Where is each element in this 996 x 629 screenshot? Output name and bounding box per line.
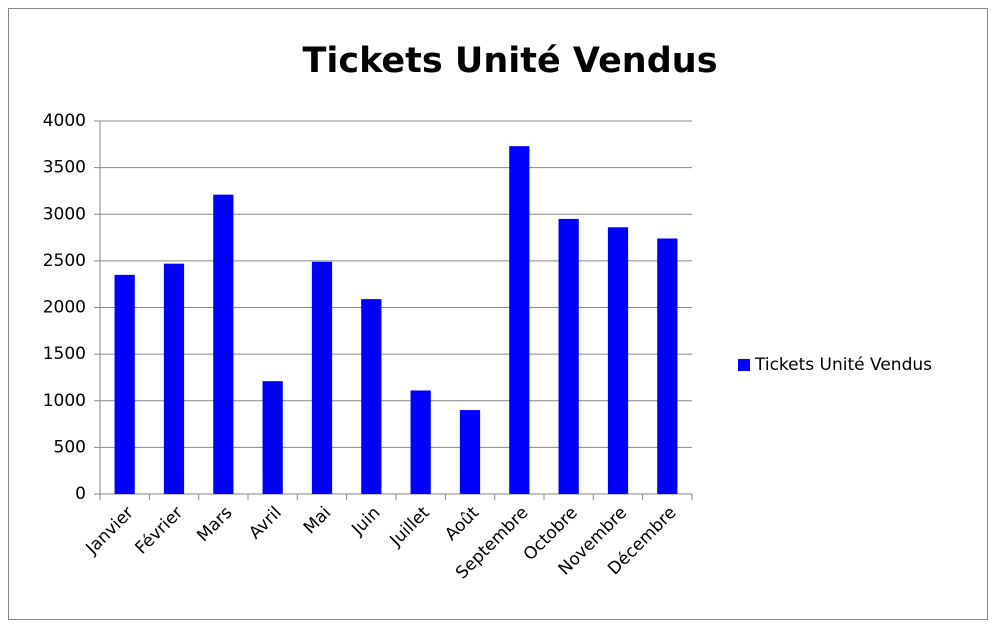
y-tick-label: 0 [75, 484, 86, 504]
y-tick-label: 4000 [43, 111, 86, 131]
y-tick-label: 1000 [43, 391, 86, 411]
legend-label: Tickets Unité Vendus [754, 355, 932, 375]
bar [114, 274, 135, 494]
bar [311, 261, 333, 494]
legend-swatch [738, 359, 750, 371]
y-tick-label: 3500 [43, 158, 86, 178]
y-tick-label: 1500 [43, 344, 86, 364]
bar [262, 381, 283, 494]
y-tick-label: 500 [54, 437, 86, 457]
bar [607, 227, 629, 494]
bar [361, 299, 382, 494]
bar [459, 410, 481, 494]
bar [657, 238, 678, 494]
y-tick-label: 3000 [43, 204, 86, 224]
bar [509, 146, 530, 495]
y-tick-label: 2000 [43, 298, 86, 318]
bar [410, 390, 431, 494]
bar [213, 194, 234, 495]
bar [558, 218, 579, 494]
chart-title: Tickets Unité Vendus [302, 41, 717, 81]
bar [163, 263, 185, 494]
y-tick-label: 2500 [43, 251, 86, 271]
